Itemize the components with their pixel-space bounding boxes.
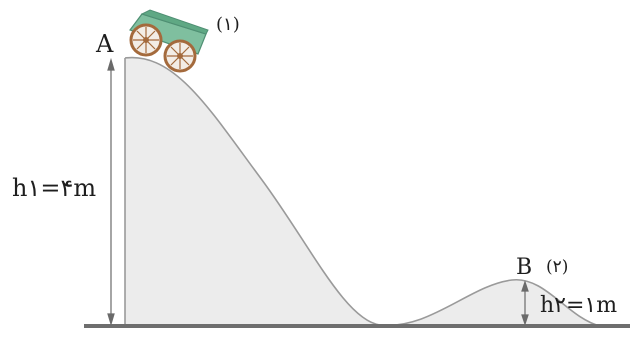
cart-wheel-rear — [163, 39, 197, 73]
point-b-label: B — [516, 255, 532, 280]
cart-top — [140, 9, 209, 35]
track-profile — [125, 57, 600, 327]
cart-position-1-label: (۱) — [216, 14, 240, 35]
ground-line — [84, 324, 630, 328]
height-2-label: h۲=۱m — [540, 293, 617, 318]
cart-wheel-front — [129, 23, 163, 57]
cart — [129, 9, 209, 73]
cart-position-2-label: (۲) — [546, 257, 568, 277]
point-a-label: A — [95, 30, 114, 58]
track-curve — [124, 56, 601, 327]
height-1-label: h۱=۴m — [12, 174, 96, 202]
height-1-arrow — [107, 57, 115, 327]
height-2-arrow — [521, 280, 529, 326]
